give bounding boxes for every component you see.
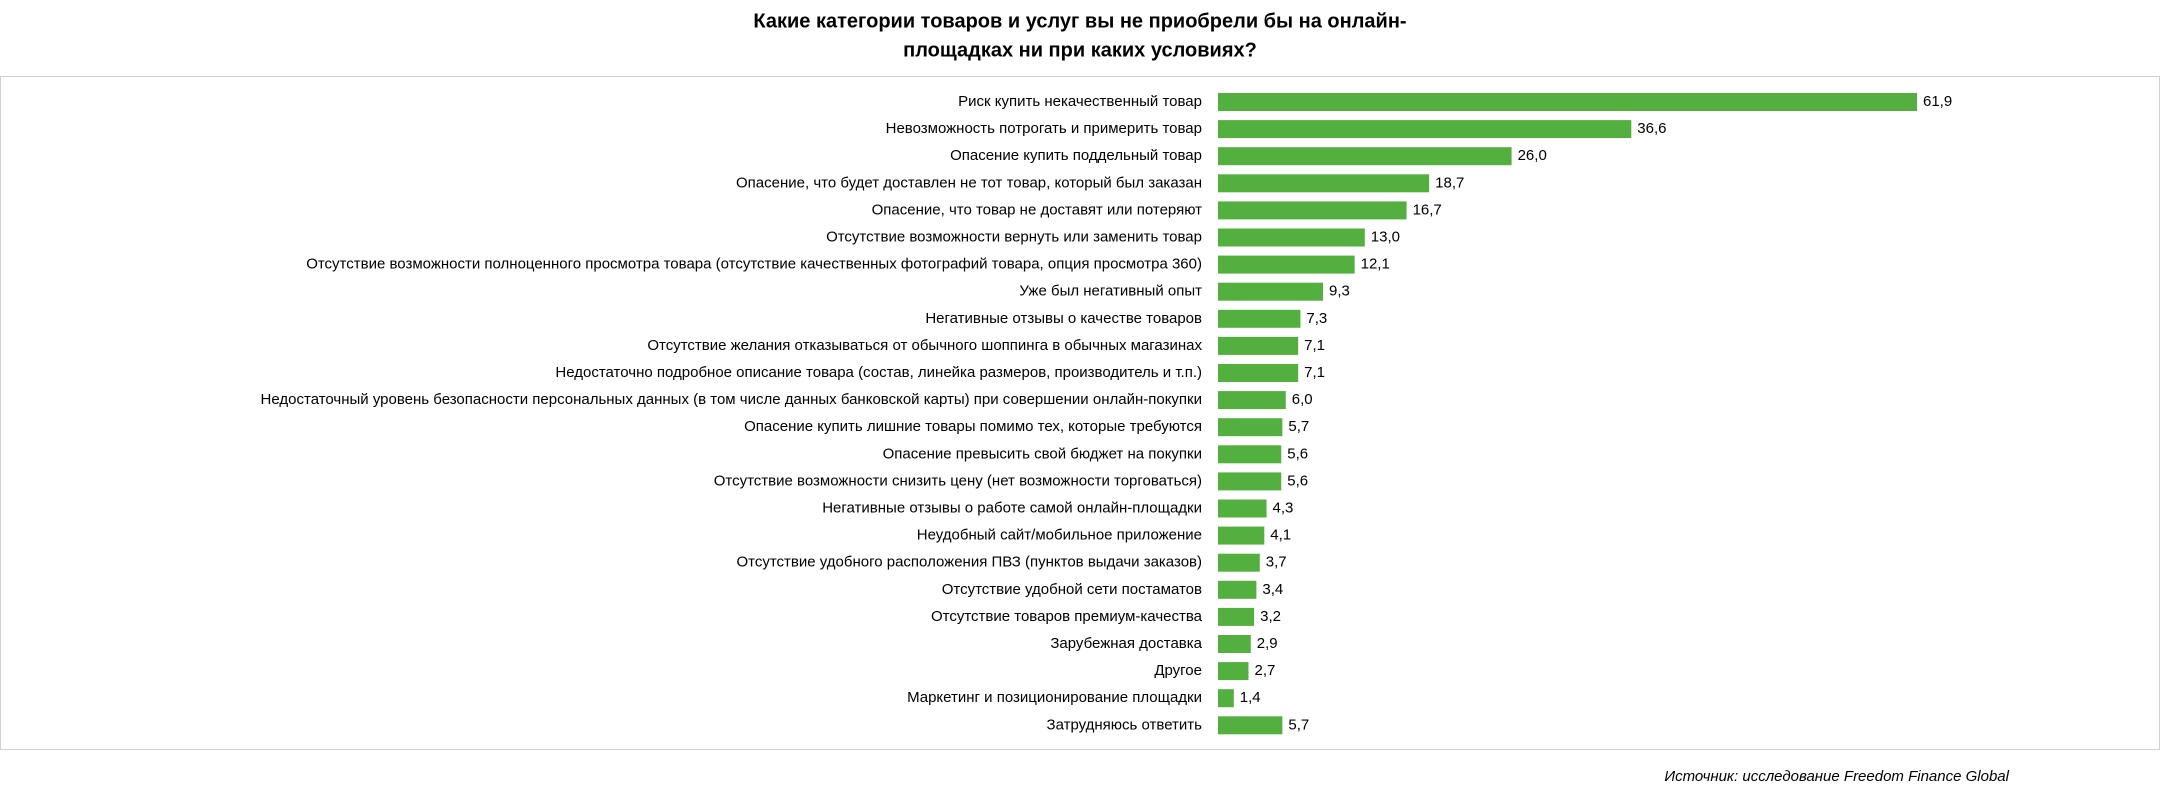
category-label: Опасение превысить свой бюджет на покупк… xyxy=(883,445,1202,462)
value-label: 18,7 xyxy=(1435,174,1464,191)
bar xyxy=(1218,607,1255,626)
category-label: Негативные отзывы о качестве товаров xyxy=(925,310,1202,327)
bar xyxy=(1218,147,1512,166)
bar xyxy=(1218,93,1917,111)
category-label: Другое xyxy=(1154,662,1202,679)
value-label: 1,4 xyxy=(1240,689,1261,706)
source-note: Источник: исследование Freedom Finance G… xyxy=(1664,768,2009,785)
value-label: 7,1 xyxy=(1304,364,1325,381)
value-label: 2,9 xyxy=(1257,635,1278,652)
value-label: 9,3 xyxy=(1329,283,1350,300)
category-label: Невозможность потрогать и примерить това… xyxy=(886,120,1202,137)
bar xyxy=(1218,391,1286,410)
category-label: Маркетинг и позиционирование площадки xyxy=(907,689,1202,706)
category-label: Риск купить некачественный товар xyxy=(958,93,1202,110)
category-label: Отсутствие удобного расположения ПВЗ (пу… xyxy=(736,554,1202,571)
category-label: Отсутствие товаров премиум-качества xyxy=(931,608,1203,625)
category-label: Отсутствие удобной сети постаматов xyxy=(942,581,1202,598)
bar xyxy=(1218,255,1355,274)
chart-title: площадках ни при каких условиях? xyxy=(903,39,1257,61)
bar xyxy=(1218,282,1324,301)
bar xyxy=(1218,662,1249,681)
category-label: Уже был негативный опыт xyxy=(1019,283,1202,300)
category-label: Опасение купить лишние товары помимо тех… xyxy=(744,418,1202,435)
bar xyxy=(1218,445,1282,464)
category-label: Неудобный сайт/мобильное приложение xyxy=(917,527,1202,544)
value-label: 7,1 xyxy=(1304,337,1325,354)
value-label: 16,7 xyxy=(1413,201,1442,218)
category-label: Зарубежная доставка xyxy=(1050,635,1202,652)
category-label: Опасение купить поддельный товар xyxy=(950,147,1202,164)
bar xyxy=(1218,526,1265,545)
category-label: Отсутствие возможности снизить цену (нет… xyxy=(714,472,1202,489)
chart-title: Какие категории товаров и услуг вы не пр… xyxy=(753,10,1406,32)
value-label: 36,6 xyxy=(1637,120,1666,137)
bar xyxy=(1218,635,1251,653)
category-label: Опасение, что будет доставлен не тот тов… xyxy=(736,174,1202,191)
bar xyxy=(1218,120,1632,139)
value-label: 3,7 xyxy=(1266,554,1287,571)
category-label: Опасение, что товар не доставят или поте… xyxy=(872,201,1203,218)
bar xyxy=(1218,553,1260,572)
value-label: 5,6 xyxy=(1287,472,1308,489)
bar xyxy=(1218,418,1283,437)
bar xyxy=(1218,580,1257,599)
bar xyxy=(1218,472,1282,491)
bar xyxy=(1218,336,1299,355)
category-label: Отсутствие желания отказываться от обычн… xyxy=(647,337,1202,354)
category-label: Негативные отзывы о работе самой онлайн-… xyxy=(822,499,1202,516)
bar xyxy=(1218,364,1299,382)
category-label: Отсутствие возможности полноценного прос… xyxy=(306,256,1202,273)
value-label: 3,4 xyxy=(1262,581,1283,598)
bar xyxy=(1218,201,1407,220)
value-label: 2,7 xyxy=(1254,662,1275,679)
bar xyxy=(1218,228,1365,247)
value-label: 4,1 xyxy=(1270,527,1291,544)
bar xyxy=(1218,309,1301,328)
category-label: Затрудняюсь ответить xyxy=(1047,716,1203,733)
category-label: Отсутствие возможности вернуть или замен… xyxy=(826,228,1202,245)
value-label: 5,7 xyxy=(1288,418,1309,435)
value-label: 26,0 xyxy=(1518,147,1547,164)
value-label: 6,0 xyxy=(1292,391,1313,408)
value-label: 7,3 xyxy=(1306,310,1327,327)
bar xyxy=(1218,499,1267,518)
value-label: 12,1 xyxy=(1361,256,1390,273)
bar xyxy=(1218,174,1430,193)
category-label: Недостаточно подробное описание товара (… xyxy=(555,364,1202,381)
value-label: 4,3 xyxy=(1273,499,1294,516)
bar xyxy=(1218,716,1283,735)
value-label: 3,2 xyxy=(1260,608,1281,625)
value-label: 5,7 xyxy=(1288,716,1309,733)
bar xyxy=(1218,689,1234,708)
value-label: 61,9 xyxy=(1923,93,1952,110)
category-label: Недостаточный уровень безопасности персо… xyxy=(261,391,1202,408)
value-label: 5,6 xyxy=(1287,445,1308,462)
value-label: 13,0 xyxy=(1371,228,1400,245)
